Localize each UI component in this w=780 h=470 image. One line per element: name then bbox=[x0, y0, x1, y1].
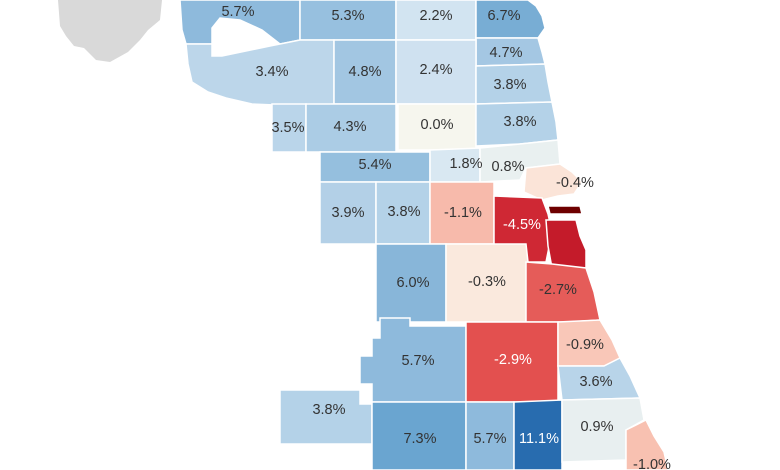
region-label-englewood: -2.9% bbox=[494, 352, 532, 368]
region-label-near-north: -0.4% bbox=[556, 175, 594, 191]
region-west-lawn bbox=[359, 317, 467, 403]
region-label-uptown: 3.8% bbox=[493, 77, 526, 93]
region-label-west-north-1: 3.5% bbox=[271, 120, 304, 136]
region-label-chatham: 5.7% bbox=[473, 431, 506, 447]
region-label-austin: 3.9% bbox=[331, 205, 364, 221]
region-label-lakeview: 3.8% bbox=[503, 114, 536, 130]
region-label-south-chicago: 0.9% bbox=[580, 419, 613, 435]
region-label-ashburn: 7.3% bbox=[403, 431, 436, 447]
region-ashburn bbox=[371, 401, 467, 470]
region-east-side bbox=[625, 418, 669, 470]
region-label-edgewater-north: 4.7% bbox=[489, 45, 522, 61]
region-label-brighton-park: -0.3% bbox=[468, 274, 506, 290]
region-label-logan-square: 1.8% bbox=[449, 156, 482, 172]
region-label-beverly-west: 3.8% bbox=[312, 402, 345, 418]
region-chatham bbox=[465, 401, 515, 470]
region-uptown bbox=[475, 63, 553, 105]
region-label-north-west-2: 5.3% bbox=[331, 8, 364, 24]
region-label-northwest-1: 3.4% bbox=[255, 64, 288, 80]
region-label-north-center-top: 2.2% bbox=[419, 8, 452, 24]
region-label-north-center: 2.4% bbox=[419, 62, 452, 78]
region-roseland bbox=[513, 399, 563, 470]
region-label-roseland: 11.1% bbox=[519, 431, 559, 447]
region-label-bronzeville: -2.7% bbox=[539, 282, 577, 298]
region-label-northwest-2: 4.8% bbox=[348, 64, 381, 80]
region-label-rogers-park: 6.7% bbox=[487, 8, 520, 24]
region-label-humboldt-park: 3.8% bbox=[387, 204, 420, 220]
region-label-archer-heights: 6.0% bbox=[396, 275, 429, 291]
region-label-near-west: -4.5% bbox=[503, 217, 541, 233]
region-label-lincoln-square: 0.0% bbox=[420, 117, 453, 133]
region-label-hyde-park: -0.9% bbox=[566, 337, 604, 353]
region-label-far-north-west: 5.7% bbox=[221, 4, 254, 20]
region-label-west-north-2: 4.3% bbox=[333, 119, 366, 135]
region-near-south bbox=[545, 219, 587, 269]
region-label-south-shore: 3.6% bbox=[579, 374, 612, 390]
region-label-lincoln-park: 0.8% bbox=[491, 159, 524, 175]
outside-city-area bbox=[58, 0, 162, 62]
region-near-north bbox=[523, 163, 583, 201]
region-loop bbox=[547, 205, 583, 215]
region-label-belmont-cragin: 5.4% bbox=[358, 157, 391, 173]
region-label-east-side: -1.0% bbox=[633, 457, 671, 470]
region-label-west-town: -1.1% bbox=[444, 205, 482, 221]
region-label-west-lawn: 5.7% bbox=[401, 353, 434, 369]
